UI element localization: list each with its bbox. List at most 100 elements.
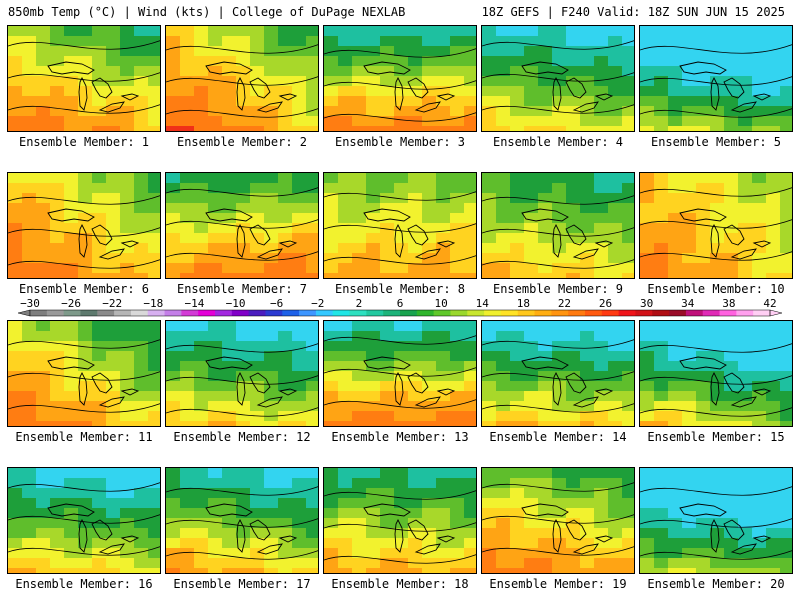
temperature-cell <box>394 558 409 569</box>
ensemble-member-label: Ensemble Member: 16 <box>15 577 153 591</box>
temperature-cell <box>580 341 595 352</box>
temperature-cell <box>710 421 725 426</box>
temperature-cell <box>106 126 121 131</box>
temperature-cell <box>464 508 476 519</box>
temperature-cell <box>92 223 107 234</box>
temperature-cell <box>450 213 465 224</box>
temperature-cell <box>394 371 409 382</box>
temperature-cell <box>36 263 51 274</box>
temperature-cell <box>738 401 753 412</box>
height-contour-line <box>640 44 792 54</box>
temperature-cell <box>682 558 697 569</box>
temperature-cell <box>338 66 353 77</box>
temperature-cell <box>738 508 753 519</box>
temperature-cell <box>654 401 669 412</box>
temperature-cell <box>566 193 581 204</box>
temperature-cell <box>552 273 567 278</box>
temperature-cell <box>78 528 93 539</box>
temperature-cell <box>436 223 451 234</box>
temperature-cell <box>622 273 634 278</box>
temperature-cell <box>292 223 307 234</box>
temperature-cell <box>380 223 395 234</box>
temperature-cell <box>752 96 767 107</box>
temperature-cell <box>166 391 181 402</box>
temperature-cell <box>482 321 497 332</box>
temperature-cell <box>552 538 567 549</box>
temperature-cell <box>724 361 739 372</box>
temperature-cell <box>134 233 149 244</box>
temperature-cell <box>306 538 318 549</box>
temperature-cell <box>352 203 367 214</box>
temperature-cell <box>696 223 711 234</box>
temperature-cell <box>208 223 223 234</box>
temperature-cell <box>608 243 623 254</box>
great-lakes-outline <box>256 248 283 260</box>
temperature-cell <box>236 193 251 204</box>
temperature-cell <box>710 468 725 479</box>
temperature-cell <box>64 478 79 489</box>
temperature-cell <box>668 86 683 97</box>
temperature-cell <box>380 361 395 372</box>
temperature-cell <box>552 468 567 479</box>
temperature-cell <box>324 106 339 117</box>
temperature-cell <box>194 411 209 422</box>
temperature-cell <box>682 498 697 509</box>
temperature-cell <box>250 391 265 402</box>
temperature-cell <box>524 391 539 402</box>
temperature-cell <box>8 173 23 184</box>
temperature-cell <box>166 411 181 422</box>
temperature-cell <box>524 528 539 539</box>
temperature-cell <box>738 263 753 274</box>
temperature-cell <box>134 243 149 254</box>
temperature-cell <box>222 508 237 519</box>
temperature-cell <box>8 381 23 392</box>
temperature-cell <box>134 548 149 559</box>
temperature-cell <box>8 223 23 234</box>
temperature-cell <box>580 568 595 573</box>
temperature-field-map <box>8 173 160 278</box>
temperature-cell <box>338 96 353 107</box>
temperature-cell <box>338 183 353 194</box>
temperature-cell <box>208 203 223 214</box>
temperature-cell <box>538 126 553 131</box>
temperature-cell <box>450 233 465 244</box>
temperature-cell <box>594 528 609 539</box>
temperature-cell <box>148 213 160 224</box>
temperature-cell <box>436 548 451 559</box>
temperature-cell <box>352 223 367 234</box>
temperature-cell <box>668 203 683 214</box>
temperature-cell <box>710 233 725 244</box>
temperature-cell <box>640 243 655 254</box>
height-contour-line <box>8 546 160 556</box>
temperature-cell <box>510 568 525 573</box>
temperature-cell <box>622 56 634 67</box>
temperature-cell <box>622 508 634 519</box>
temperature-cell <box>8 203 23 214</box>
great-lakes-outline <box>723 519 745 541</box>
temperature-cell <box>148 233 160 244</box>
temperature-cell <box>510 106 525 117</box>
temperature-cell <box>640 421 655 426</box>
great-lakes-outline <box>436 388 456 396</box>
temperature-cell <box>682 36 697 47</box>
temperature-cell <box>510 46 525 57</box>
temperature-cell <box>380 478 395 489</box>
temperature-cell <box>766 401 781 412</box>
temperature-cell <box>250 351 265 362</box>
temperature-cell <box>338 391 353 402</box>
temperature-cell <box>148 381 160 392</box>
temperature-cell <box>738 173 753 184</box>
temperature-cell <box>408 421 423 426</box>
temperature-cell <box>538 401 553 412</box>
temperature-cell <box>306 96 318 107</box>
temperature-cell <box>8 411 23 422</box>
temperature-cell <box>496 193 511 204</box>
temperature-cell <box>22 478 37 489</box>
temperature-cell <box>50 361 65 372</box>
temperature-cell <box>134 351 149 362</box>
temperature-cell <box>134 381 149 392</box>
temperature-cell <box>524 26 539 37</box>
temperature-cell <box>36 468 51 479</box>
temperature-cell <box>594 568 609 573</box>
temperature-cell <box>594 381 609 392</box>
